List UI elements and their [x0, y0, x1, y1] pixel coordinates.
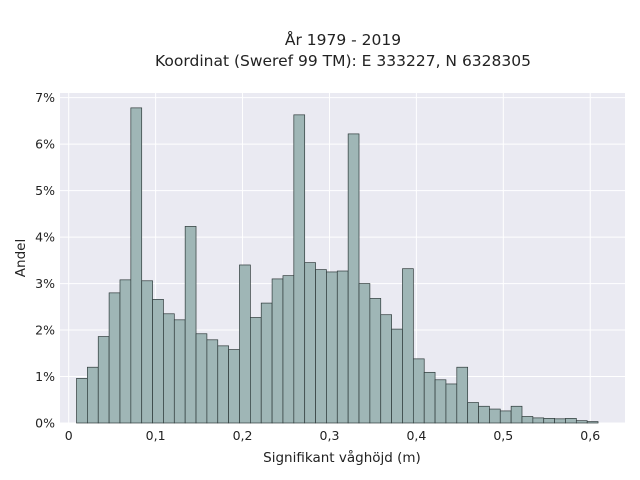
histogram-bar	[217, 345, 229, 424]
histogram-bar	[499, 410, 512, 424]
histogram-bar	[521, 416, 534, 424]
histogram-bar	[97, 336, 110, 424]
histogram-bar	[434, 379, 447, 424]
x-tick-label: 0,3	[320, 428, 340, 443]
histogram-bar	[260, 302, 273, 424]
histogram-bar	[282, 275, 295, 424]
x-tick-label: 0,5	[493, 428, 513, 443]
x-tick-labels: 0 0,1 0,2 0,3 0,4 0,5 0,6	[65, 428, 600, 443]
x-tick-label: 0,1	[146, 428, 166, 443]
histogram-bar	[304, 262, 316, 424]
x-tick-label: 0,6	[580, 428, 600, 443]
x-tick-label: 0,4	[406, 428, 426, 443]
histogram-bar	[445, 383, 458, 424]
histogram-bar	[369, 298, 382, 424]
histogram-bar	[206, 339, 219, 424]
histogram-bar	[554, 418, 566, 424]
histogram-bar	[271, 278, 284, 424]
histogram-bar	[130, 107, 143, 424]
histogram-bar	[108, 292, 121, 424]
histogram-bar	[250, 317, 262, 424]
histogram-bar	[543, 418, 555, 424]
y-tick-label: 0%	[35, 416, 55, 431]
histogram-bar	[336, 270, 349, 424]
y-tick-label: 7%	[35, 90, 55, 105]
histogram-bar	[565, 418, 577, 424]
histogram-bar	[423, 371, 436, 424]
y-tick-label: 6%	[35, 137, 55, 152]
histogram-bar	[239, 264, 251, 424]
y-tick-labels: 0% 1% 2% 3% 4% 5% 6% 7%	[35, 90, 55, 430]
chart-title-line-1: År 1979 - 2019	[285, 30, 401, 49]
histogram-bar	[358, 283, 371, 424]
histogram-bar	[87, 366, 99, 424]
x-axis-label: Signifikant våghöjd (m)	[263, 449, 421, 466]
y-tick-label: 4%	[35, 230, 55, 245]
histogram-bar	[293, 114, 306, 424]
histogram-bar	[532, 417, 545, 424]
y-tick-label: 2%	[35, 323, 55, 338]
histogram-bar	[391, 328, 403, 424]
y-axis-label: Andel	[13, 239, 29, 277]
x-tick-label: 0	[65, 428, 73, 443]
histogram-bar	[152, 299, 164, 424]
histogram-bar	[489, 408, 501, 424]
bars	[76, 107, 599, 424]
x-tick-label: 0,2	[233, 428, 253, 443]
histogram-bar	[119, 279, 132, 424]
histogram-bar	[173, 319, 186, 424]
histogram-bar	[380, 314, 392, 424]
y-tick-label: 5%	[35, 183, 55, 198]
histogram-bar	[510, 405, 523, 424]
histogram-bar	[76, 378, 88, 424]
histogram-bar	[412, 358, 425, 424]
histogram-bar	[575, 420, 588, 424]
histogram-bar	[347, 133, 360, 424]
y-tick-label: 1%	[35, 369, 55, 384]
histogram-bar	[184, 226, 197, 424]
histogram-bar	[326, 271, 338, 424]
histogram-bar	[141, 280, 153, 424]
chart-title-line-2: Koordinat (Sweref 99 TM): E 333227, N 63…	[155, 52, 531, 70]
histogram-bar	[228, 349, 240, 424]
histogram-bar	[467, 402, 479, 424]
histogram-bar	[315, 269, 327, 424]
histogram-bar	[402, 268, 414, 424]
histogram-bar	[456, 366, 469, 424]
histogram-bar	[586, 421, 599, 424]
y-tick-label: 3%	[35, 276, 55, 291]
histogram-bar	[195, 333, 208, 424]
histogram-bar	[478, 405, 490, 424]
histogram-bar	[163, 313, 175, 424]
